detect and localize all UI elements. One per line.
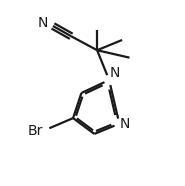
Text: N: N [38, 16, 48, 30]
Text: Br: Br [27, 124, 43, 138]
Text: N: N [109, 66, 120, 80]
Text: N: N [119, 117, 130, 131]
